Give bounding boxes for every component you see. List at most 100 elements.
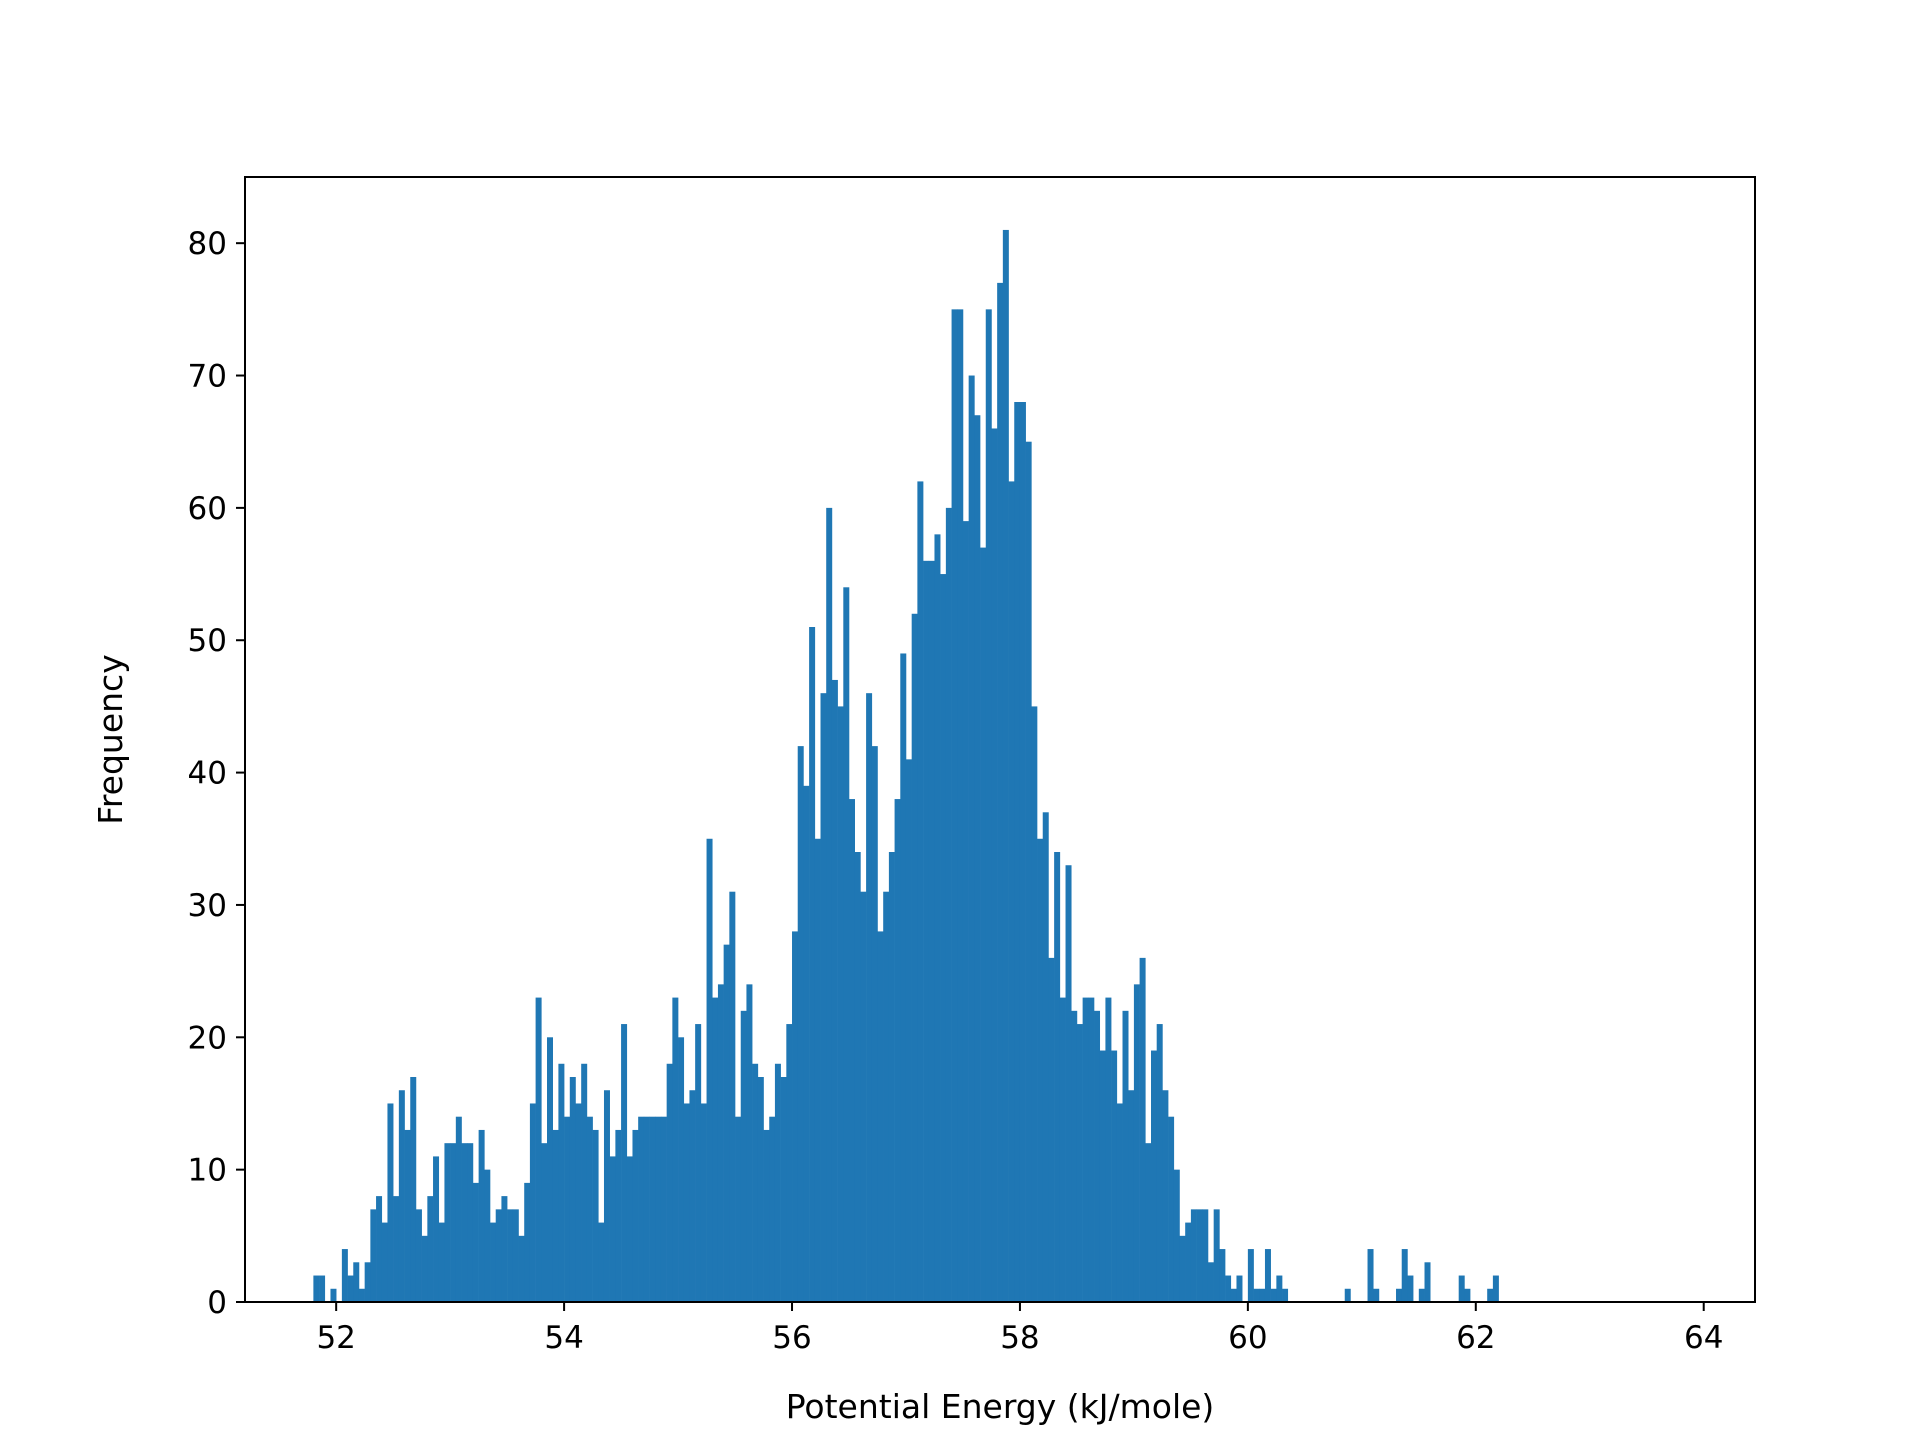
histogram-bar bbox=[695, 1024, 702, 1302]
x-axis-label: Potential Energy (kJ/mole) bbox=[786, 1387, 1215, 1426]
histogram-bar bbox=[1230, 1288, 1237, 1302]
plot-frame bbox=[244, 176, 1756, 1303]
histogram-bar bbox=[535, 997, 542, 1302]
histogram-bar bbox=[358, 1288, 365, 1302]
histogram-bar bbox=[1344, 1288, 1351, 1302]
histogram-bar bbox=[507, 1209, 514, 1302]
y-tick-label: 30 bbox=[188, 888, 227, 924]
histogram-bar bbox=[1025, 441, 1032, 1302]
histogram-bar bbox=[438, 1222, 445, 1302]
histogram-bar bbox=[541, 1143, 548, 1302]
histogram-bar bbox=[700, 1103, 707, 1302]
histogram-bar bbox=[689, 1090, 696, 1302]
x-tick-label: 54 bbox=[544, 1320, 583, 1356]
histogram-bar bbox=[330, 1288, 337, 1302]
histogram-bar bbox=[1031, 706, 1038, 1302]
histogram-bar bbox=[381, 1222, 388, 1302]
histogram-bar bbox=[1116, 1103, 1123, 1302]
histogram-bar bbox=[1042, 812, 1049, 1302]
histogram-bar bbox=[951, 309, 958, 1303]
histogram-bar bbox=[632, 1129, 639, 1302]
histogram-bar bbox=[678, 1037, 685, 1302]
histogram-bar bbox=[871, 746, 878, 1302]
histogram-bar bbox=[586, 1116, 593, 1302]
histogram-bar bbox=[433, 1156, 440, 1302]
histogram-bar bbox=[643, 1116, 650, 1302]
histogram-bar bbox=[603, 1090, 610, 1302]
histogram-bar bbox=[1156, 1024, 1163, 1302]
histogram-bar bbox=[1247, 1249, 1254, 1302]
histogram-bar bbox=[552, 1129, 559, 1302]
histogram-bar bbox=[1458, 1275, 1465, 1302]
y-tick-label: 20 bbox=[188, 1020, 227, 1056]
histogram-bar bbox=[1151, 1050, 1157, 1302]
histogram-bar bbox=[1082, 997, 1089, 1302]
histogram-bar bbox=[923, 560, 930, 1302]
x-tick-label: 52 bbox=[316, 1320, 355, 1356]
histogram-bar bbox=[478, 1129, 485, 1302]
histogram-bar bbox=[1019, 402, 1026, 1302]
histogram-bar bbox=[894, 799, 901, 1302]
histogram-bar bbox=[757, 1077, 764, 1302]
histogram-bar bbox=[490, 1222, 497, 1302]
histogram-bar bbox=[376, 1196, 383, 1302]
histogram-bar bbox=[1185, 1222, 1192, 1302]
histogram-bar bbox=[1076, 1024, 1083, 1302]
histogram-bar bbox=[1418, 1288, 1425, 1302]
histogram-bar bbox=[803, 785, 810, 1302]
histogram-bar bbox=[1196, 1209, 1203, 1302]
x-axis: 52 54 56 58 60 62 64 bbox=[316, 1302, 1723, 1356]
histogram-bar bbox=[1008, 481, 1015, 1303]
histogram-bar bbox=[672, 997, 679, 1302]
histogram-bar bbox=[638, 1116, 645, 1302]
histogram-bar bbox=[826, 507, 833, 1303]
histogram-bar bbox=[1464, 1288, 1471, 1302]
histogram-bar bbox=[1259, 1288, 1266, 1302]
y-tick-label: 50 bbox=[188, 623, 227, 659]
histogram-bar bbox=[837, 706, 844, 1302]
histogram-bar bbox=[1037, 838, 1044, 1302]
histogram-bar bbox=[410, 1077, 417, 1302]
histogram-bar bbox=[660, 1116, 667, 1302]
histogram-bar bbox=[729, 891, 736, 1302]
histogram-bar bbox=[883, 891, 890, 1302]
bar-group bbox=[313, 229, 1499, 1303]
histogram-bar bbox=[962, 521, 969, 1302]
histogram-bar bbox=[455, 1116, 462, 1302]
histogram-bar bbox=[450, 1143, 457, 1302]
histogram-bar bbox=[1424, 1262, 1431, 1302]
histogram-bar bbox=[792, 931, 799, 1302]
x-tick-label: 64 bbox=[1684, 1320, 1723, 1356]
histogram-bar bbox=[615, 1129, 622, 1302]
histogram-bar bbox=[347, 1275, 354, 1302]
histogram-bar bbox=[592, 1129, 599, 1302]
histogram-bar bbox=[1094, 1010, 1101, 1302]
histogram-bar bbox=[398, 1090, 405, 1302]
histogram-bar bbox=[877, 931, 884, 1302]
histogram-bar bbox=[763, 1129, 770, 1302]
x-tick-label: 62 bbox=[1456, 1320, 1495, 1356]
y-axis-label: Frequency bbox=[91, 654, 130, 824]
histogram-bar bbox=[723, 944, 730, 1302]
histogram-bar bbox=[1173, 1169, 1180, 1302]
histogram-bar bbox=[814, 838, 821, 1302]
histogram-bar bbox=[467, 1143, 474, 1302]
histogram-bar bbox=[472, 1182, 479, 1302]
histogram-bar bbox=[900, 653, 907, 1302]
histogram-bar bbox=[991, 428, 998, 1302]
histogram-bar bbox=[341, 1249, 348, 1302]
histogram-bar bbox=[421, 1235, 428, 1302]
x-tick-label: 56 bbox=[772, 1320, 811, 1356]
histogram-bar bbox=[717, 984, 724, 1302]
histogram-bar bbox=[1065, 865, 1072, 1302]
histogram-bar bbox=[1407, 1275, 1414, 1302]
histogram-bar bbox=[1236, 1275, 1243, 1302]
histogram-bar bbox=[353, 1262, 360, 1302]
histogram-bar bbox=[609, 1156, 616, 1302]
histogram-bar bbox=[1105, 997, 1112, 1302]
histogram-bar bbox=[1133, 984, 1140, 1302]
histogram-bar bbox=[1270, 1288, 1277, 1302]
histogram-bar bbox=[1213, 1209, 1220, 1302]
histogram-bar bbox=[518, 1235, 525, 1302]
histogram-bar bbox=[415, 1209, 422, 1302]
